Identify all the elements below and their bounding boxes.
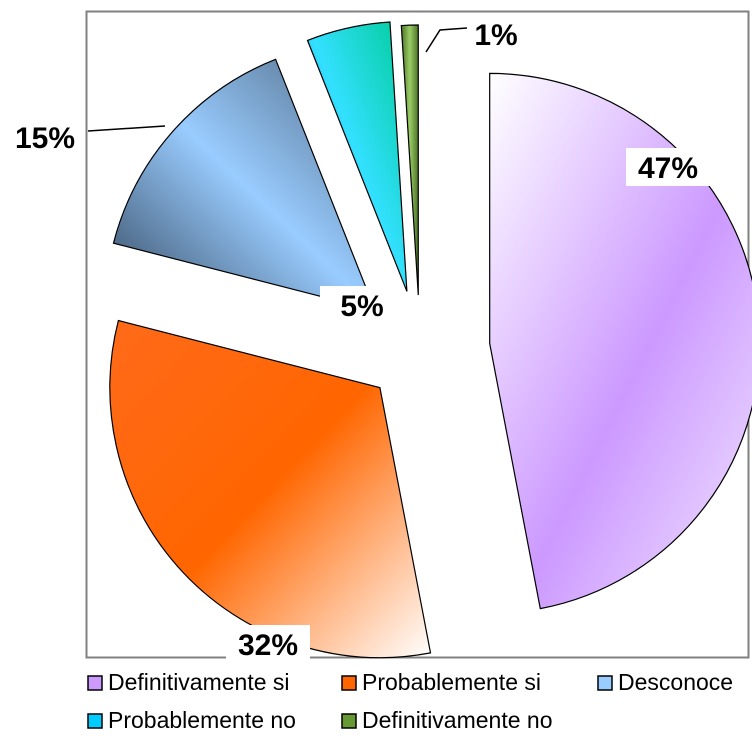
legend-label: Probablemente no: [108, 707, 296, 733]
pie-slice-definitivamente-no: [400, 24, 419, 296]
data-label-background: [226, 625, 310, 663]
leader-line-2: [87, 125, 166, 132]
pie-slice-desconoce: [112, 58, 376, 312]
legend-item-desconoce: Desconoce: [597, 669, 733, 695]
pie-slice-probablemente-si: [109, 319, 432, 659]
data-label-desconoce: 15%: [15, 122, 75, 155]
legend-item-definitivamente-si: Definitivamente si: [87, 669, 290, 695]
legend-swatch: [341, 713, 357, 729]
data-label-definitivamente-si: 47%: [638, 152, 698, 185]
pie-slice-definitivamente-si: [489, 72, 752, 610]
legend-swatch: [87, 675, 103, 691]
pie-slice-probablemente-no: [306, 21, 408, 292]
legend-label: Desconoce: [618, 669, 733, 695]
data-label-definitivamente-no: 1%: [474, 19, 517, 52]
data-label-probablemente-si: 32%: [238, 629, 298, 662]
legend-item-probablemente-no: Probablemente no: [87, 707, 296, 733]
legend-swatch: [341, 675, 357, 691]
legend-label: Probablemente si: [362, 669, 541, 695]
legend-swatch: [597, 675, 613, 691]
data-label-probablemente-no: 5%: [340, 290, 383, 323]
leader-line-4: [425, 27, 468, 53]
data-label-background: [626, 148, 710, 186]
legend-item-probablemente-si: Probablemente si: [341, 669, 541, 695]
legend-item-definitivamente-no: Definitivamente no: [341, 707, 553, 733]
legend-swatch: [87, 713, 103, 729]
legend-label: Definitivamente si: [108, 669, 290, 695]
legend-label: Definitivamente no: [362, 707, 553, 733]
data-label-background: [320, 286, 404, 324]
